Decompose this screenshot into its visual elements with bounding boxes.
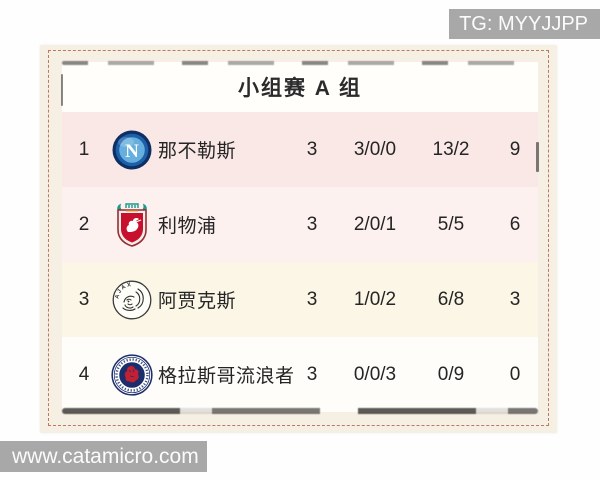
watermark-website-text: www.catamicro.com [12,444,199,468]
played-cell: 3 [306,213,318,235]
team-badge-cell: AJAX [106,280,158,320]
table-row[interactable]: 2 利物浦 3 2/0/1 5/5 6 [62,187,538,262]
team-name-cell: 阿贾克斯 [158,291,237,312]
team-badge-cell: N [106,130,158,170]
played-cell: 3 [306,288,318,310]
team-name-cell: 格拉斯哥流浪者 [158,366,295,387]
team-badge-cell [106,353,158,396]
page-title: 小组赛 A 组 [237,77,363,100]
played-cell: 3 [306,138,318,160]
liverpool-badge-icon [117,202,147,247]
team-badge-cell [106,202,158,248]
paper-edge-smudge-left [61,74,63,106]
points-cell: 6 [509,213,521,235]
points-cell: 3 [509,288,521,310]
goals-for-against-cell: 13/2 [432,138,470,160]
watermark-website: www.catamicro.com [0,441,207,472]
watermark-telegram: TG: MYYJJPP [449,9,600,39]
svg-text:N: N [125,141,139,162]
played-cell: 3 [306,363,318,385]
paper-edge-smudge-bottom [62,408,538,414]
rank-cell: 2 [78,213,90,235]
win-draw-loss-cell: 0/0/3 [353,363,397,385]
rangers-badge-icon [111,353,153,396]
points-cell: 9 [509,138,521,160]
team-name-cell: 那不勒斯 [158,141,237,162]
standings-card: 小组赛 A 组 1 N 那不勒斯 3 3/0/0 13/2 9 2 利物浦 [40,45,557,433]
table-row[interactable]: 4 格拉斯哥流浪者 3 0/0/3 0/9 0 [62,337,538,412]
watermark-telegram-text: TG: MYYJJPP [459,12,588,35]
napoli-badge-icon: N [112,130,152,169]
rank-cell: 1 [78,138,90,160]
goals-for-against-cell: 5/5 [437,213,465,235]
standings-panel: 小组赛 A 组 1 N 那不勒斯 3 3/0/0 13/2 9 2 利物浦 [61,61,539,414]
table-row[interactable]: 3 AJAX 阿贾克斯 3 1/0/2 6/8 3 [62,262,538,337]
standings-rows: 1 N 那不勒斯 3 3/0/0 13/2 9 2 利物浦 3 2/0/1 5/… [62,112,538,412]
rank-cell: 3 [78,288,90,310]
table-row[interactable]: 1 N 那不勒斯 3 3/0/0 13/2 9 [62,112,538,187]
goals-for-against-cell: 6/8 [437,288,465,310]
win-draw-loss-cell: 2/0/1 [353,213,397,235]
win-draw-loss-cell: 1/0/2 [353,288,397,310]
goals-for-against-cell: 0/9 [437,363,465,385]
ajax-badge-icon: AJAX [112,280,152,319]
paper-edge-smudge-top [62,61,538,65]
team-name-cell: 利物浦 [158,216,217,237]
paper-edge-smudge-right [536,142,539,172]
rank-cell: 4 [78,363,90,385]
table-header: 小组赛 A 组 [62,62,538,112]
win-draw-loss-cell: 3/0/0 [353,138,397,160]
points-cell: 0 [509,363,521,385]
